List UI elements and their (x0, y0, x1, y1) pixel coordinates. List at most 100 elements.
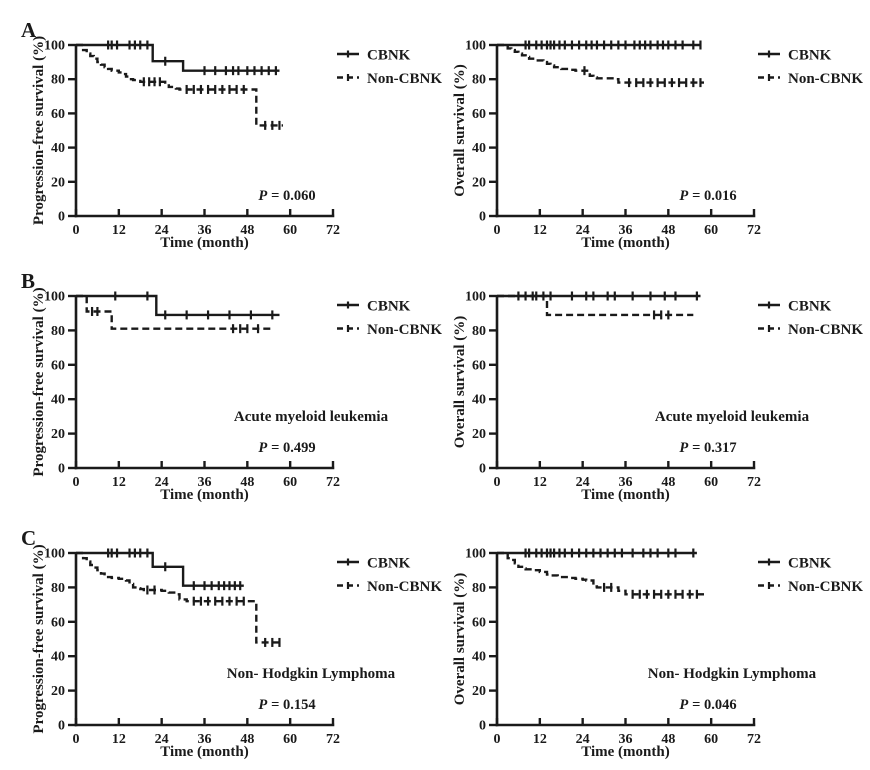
y-tick-label: 100 (44, 39, 65, 54)
legend-label: Non-CBNK (367, 322, 442, 338)
x-tick-label: 36 (198, 475, 212, 490)
legend-label: Non-CBNK (367, 71, 442, 87)
y-axis-title: Overall survival (%) (452, 316, 468, 448)
x-tick-label: 12 (112, 732, 126, 747)
censor-ticks-cbnk (524, 548, 695, 558)
p-value: P = 0.060 (258, 188, 315, 204)
x-tick-label: 60 (704, 223, 718, 238)
legend-label: Non-CBNK (788, 71, 863, 87)
y-tick-label: 60 (472, 107, 486, 122)
censor-ticks-cbnk (107, 40, 277, 76)
y-tick-label: 60 (472, 358, 486, 373)
x-axis-title: Time (month) (581, 744, 669, 760)
legend-label: CBNK (367, 48, 411, 64)
legend: CBNK Non-CBNK (337, 299, 442, 338)
censor-ticks-non-cbnk (542, 291, 670, 320)
y-tick-label: 100 (44, 290, 65, 305)
censor-ticks-non-cbnk (142, 77, 281, 130)
y-tick-label: 20 (51, 175, 65, 190)
curve-non-cbnk (76, 43, 283, 127)
x-tick-label: 48 (661, 223, 675, 238)
y-tick-label: 20 (51, 684, 65, 699)
x-tick-label: 60 (704, 475, 718, 490)
y-axis-title: Overall survival (%) (452, 64, 468, 196)
y-tick-label: 0 (479, 210, 486, 225)
y-tick-label: 40 (472, 650, 486, 665)
x-tick-label: 60 (704, 732, 718, 747)
censor-ticks-non-cbnk (602, 582, 698, 599)
row-label-C: C (21, 526, 36, 550)
p-value: P = 0.016 (679, 188, 736, 204)
y-tick-label: 60 (472, 615, 486, 630)
disease-annotation: Acute myeloid leukemia (234, 409, 389, 425)
curve-non-cbnk (497, 551, 704, 596)
legend-label: Non-CBNK (367, 579, 442, 595)
x-tick-label: 0 (494, 223, 501, 238)
panel-os-aml: 0 12 24 36 48 60 72 0 20 40 60 80 100 Time (month) Ove… (452, 290, 863, 504)
x-tick-label: 36 (619, 223, 633, 238)
y-tick-label: 40 (51, 393, 65, 408)
x-tick-label: 72 (747, 732, 761, 747)
x-tick-label: 12 (533, 475, 547, 490)
disease-annotation: Non- Hodgkin Lymphoma (648, 666, 817, 682)
censor-ticks-cbnk (524, 40, 702, 50)
x-tick-label: 12 (533, 223, 547, 238)
legend-label: Non-CBNK (788, 579, 863, 595)
y-tick-label: 80 (472, 73, 486, 88)
disease-annotation: Acute myeloid leukemia (655, 409, 810, 425)
p-value: P = 0.499 (258, 440, 315, 456)
x-tick-label: 24 (576, 732, 590, 747)
panel-pfs-nhl: C 0 12 24 36 48 60 72 0 20 40 60 80 100 Time (month) Pr… (21, 526, 442, 760)
curve-non-cbnk (76, 294, 273, 330)
censor-ticks-non-cbnk (90, 306, 260, 334)
x-tick-label: 48 (661, 732, 675, 747)
y-tick-label: 100 (465, 290, 486, 305)
y-axis-title: Progression-free survival (%) (31, 36, 47, 225)
x-tick-label: 24 (155, 732, 169, 747)
panel-pfs-all: A 0 12 24 36 48 60 72 0 20 40 60 80 100 Time (month) Pr… (21, 18, 442, 251)
x-tick-label: 24 (155, 223, 169, 238)
x-tick-label: 72 (326, 475, 340, 490)
x-axis-title: Time (month) (581, 487, 669, 503)
censor-ticks-cbnk (107, 548, 242, 591)
y-tick-label: 0 (58, 210, 65, 225)
y-tick-label: 60 (51, 358, 65, 373)
x-axis-title: Time (month) (581, 235, 669, 251)
legend-label: CBNK (788, 299, 832, 315)
y-tick-label: 80 (472, 581, 486, 596)
row-label-A: A (21, 18, 37, 42)
y-tick-label: 60 (51, 615, 65, 630)
legend-label: CBNK (788, 48, 832, 64)
y-tick-label: 80 (472, 324, 486, 339)
x-tick-label: 0 (73, 475, 80, 490)
y-tick-label: 40 (51, 141, 65, 156)
x-tick-label: 0 (73, 223, 80, 238)
x-tick-label: 24 (576, 223, 590, 238)
curve-non-cbnk (497, 294, 694, 317)
panel-os-all: 0 12 24 36 48 60 72 0 20 40 60 80 100 Time (month) Ove… (452, 39, 863, 252)
curve-cbnk (76, 551, 244, 587)
curve-cbnk (76, 43, 280, 72)
y-tick-label: 0 (58, 462, 65, 477)
y-tick-label: 100 (465, 547, 486, 562)
row-label-B: B (21, 269, 35, 293)
y-tick-label: 0 (58, 719, 65, 734)
x-tick-label: 48 (240, 732, 254, 747)
x-tick-label: 48 (240, 223, 254, 238)
censor-ticks-non-cbnk (583, 66, 702, 88)
x-tick-label: 48 (661, 475, 675, 490)
x-tick-label: 36 (619, 732, 633, 747)
legend: CBNK Non-CBNK (758, 299, 863, 338)
x-tick-label: 0 (73, 732, 80, 747)
legend-label: CBNK (367, 299, 411, 315)
disease-annotation: Non- Hodgkin Lymphoma (227, 666, 396, 682)
y-tick-label: 40 (472, 393, 486, 408)
y-tick-label: 20 (472, 427, 486, 442)
y-tick-label: 20 (472, 684, 486, 699)
x-tick-label: 72 (747, 475, 761, 490)
y-tick-label: 20 (472, 175, 486, 190)
legend: CBNK Non-CBNK (758, 48, 863, 87)
censor-ticks-non-cbnk (146, 585, 281, 647)
legend-label: CBNK (367, 556, 411, 572)
